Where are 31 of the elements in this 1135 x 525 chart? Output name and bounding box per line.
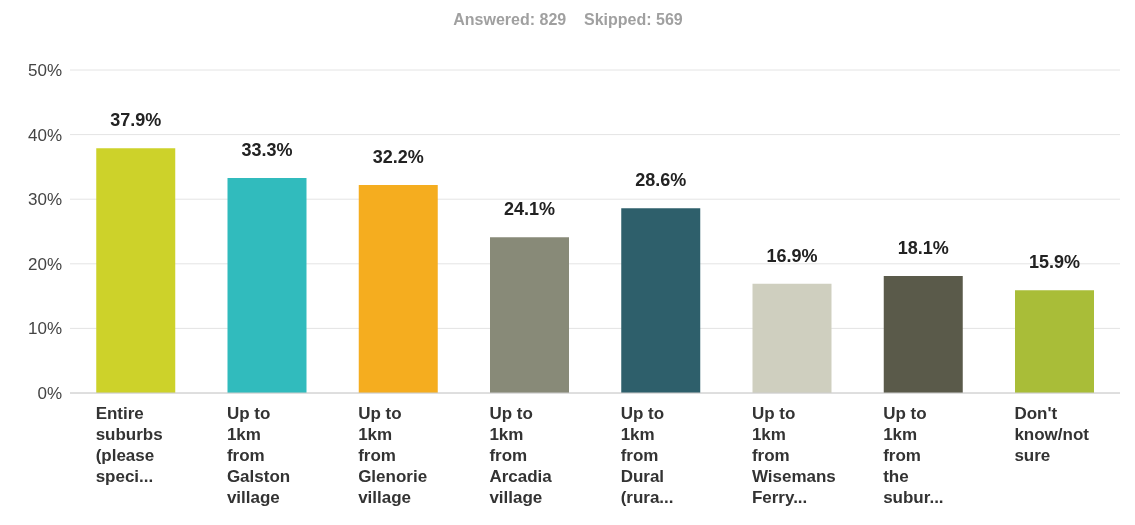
bar xyxy=(358,184,438,393)
x-tick-label: Up to 1km from Dural (rura... xyxy=(620,404,674,507)
x-tick-label: Up to 1km from Glenorie village xyxy=(358,404,428,507)
bar xyxy=(227,177,307,393)
x-tick-label: Up to 1km from Galston village xyxy=(226,404,291,507)
bar xyxy=(490,237,569,393)
bar xyxy=(752,283,832,393)
x-tick-label: Up to 1km from the subur... xyxy=(883,404,944,507)
data-label: 15.9% xyxy=(1028,252,1081,273)
bar xyxy=(883,276,963,393)
data-label: 16.9% xyxy=(766,245,818,266)
x-tick-label: Up to 1km from Arcadia village xyxy=(489,404,553,507)
bar xyxy=(621,208,701,393)
y-tick-label: 50% xyxy=(27,61,62,81)
data-label: 24.1% xyxy=(503,199,556,220)
data-label: 18.1% xyxy=(897,238,949,259)
data-label: 37.9% xyxy=(110,110,162,131)
y-tick-label: 0% xyxy=(37,384,62,404)
data-label: 33.3% xyxy=(241,139,293,160)
data-label: 32.2% xyxy=(372,146,424,167)
x-tick-label: Entire suburbs (please speci... xyxy=(95,404,163,486)
y-tick-label: 30% xyxy=(27,190,62,210)
chart-subtitle: Answered: 829 Skipped: 569 xyxy=(452,10,684,30)
y-tick-label: 40% xyxy=(27,125,62,145)
bar xyxy=(1015,290,1094,393)
x-tick-label: Up to 1km from Wisemans Ferry... xyxy=(751,404,836,507)
x-tick-label: Don't know/not sure xyxy=(1014,404,1090,465)
data-label: 28.6% xyxy=(635,170,687,191)
bar xyxy=(96,148,176,393)
y-tick-label: 10% xyxy=(27,319,62,339)
y-tick-label: 20% xyxy=(27,254,62,274)
